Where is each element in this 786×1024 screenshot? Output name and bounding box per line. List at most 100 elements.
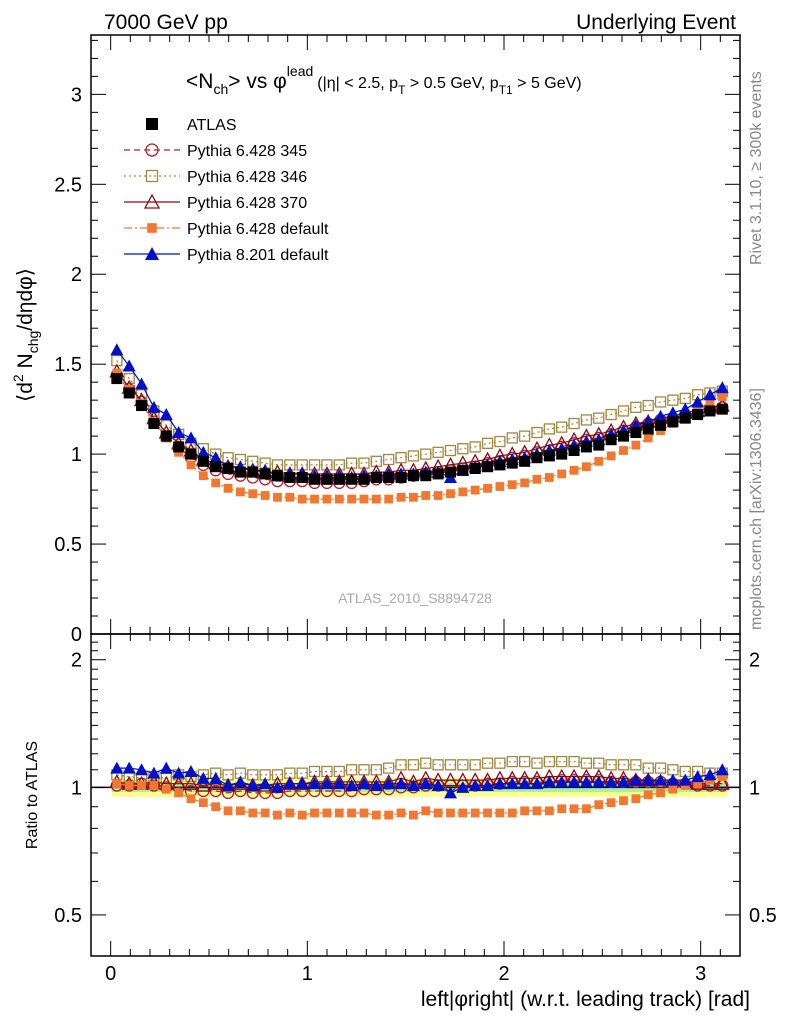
- data-point: [520, 478, 530, 488]
- ratio-data-point: [285, 808, 295, 818]
- data-point: [692, 409, 704, 421]
- ratio-data-point: [569, 804, 579, 814]
- data-point: [222, 463, 234, 475]
- ratio-data-point: [643, 790, 653, 800]
- ratio-data-point: [518, 755, 531, 768]
- ratio-data-point: [186, 794, 196, 804]
- data-point: [260, 491, 270, 500]
- main-title-cond-b: > 0.5 GeV, p: [405, 75, 498, 92]
- legend-marker: [145, 247, 159, 260]
- main-ylabel-sub: chg: [25, 331, 41, 354]
- data-point: [409, 492, 418, 502]
- ratio-data-point: [619, 796, 628, 806]
- data-point: [285, 492, 295, 502]
- ratio-panel: 0.5 0.5 1 1 2 2 0 1 2 3 Ratio to ATLAS left|φrigh…: [24, 633, 777, 1011]
- ratio-data-point: [656, 788, 665, 798]
- data-point: [236, 487, 245, 497]
- ratio-data-point: [556, 755, 568, 768]
- main-ytick-label: 1.5: [54, 354, 82, 376]
- data-point: [569, 465, 579, 475]
- data-point: [296, 472, 308, 484]
- data-point: [159, 408, 173, 421]
- ratio-ytick-label: 1: [71, 777, 82, 799]
- data-point: [384, 494, 394, 504]
- ratio-data-point: [458, 808, 468, 818]
- ratio-data-point: [542, 775, 556, 788]
- ratio-data-point: [209, 771, 223, 784]
- ratio-data-point: [631, 794, 641, 804]
- legend-item-pythia-8-201-default: Pythia 8.201 default: [124, 247, 329, 264]
- data-point: [630, 401, 642, 414]
- data-point: [667, 394, 679, 406]
- data-point: [209, 451, 223, 464]
- ratio-data-point: [470, 808, 480, 818]
- ratio-data-point: [433, 808, 443, 818]
- data-point: [310, 494, 319, 504]
- data-point: [111, 373, 123, 385]
- ratio-data-point: [383, 762, 395, 774]
- ratio-data-point: [147, 766, 161, 779]
- ratio-data-point: [605, 759, 617, 771]
- ratio-data-point: [394, 777, 408, 790]
- ratio-xtick-label: 2: [498, 963, 509, 985]
- ratio-axis-ticks: 0.5 0.5 1 1 2 2 0 1 2 3: [54, 634, 777, 985]
- legend-marker: [146, 118, 158, 130]
- ratio-data-point: [457, 759, 469, 771]
- main-ylabel-b: N: [14, 353, 37, 374]
- data-point: [666, 406, 680, 419]
- series-atlas: [111, 373, 728, 485]
- data-point: [703, 388, 717, 401]
- ratio-series-pythia-8-201-default: [110, 761, 729, 799]
- data-point: [396, 492, 406, 502]
- data-point: [482, 461, 494, 473]
- data-point: [630, 427, 642, 439]
- data-point: [234, 466, 246, 478]
- data-point: [185, 448, 197, 460]
- data-point: [444, 444, 457, 457]
- data-point: [223, 483, 233, 493]
- ratio-data-point: [494, 757, 506, 769]
- ratio-data-point: [310, 808, 319, 818]
- ratio-data-point: [616, 775, 630, 788]
- main-title-sub: ch: [213, 81, 228, 97]
- ratio-data-point: [691, 770, 705, 783]
- ratio-data-point: [506, 755, 518, 768]
- data-point: [136, 400, 148, 412]
- data-point: [679, 412, 691, 424]
- data-point: [715, 381, 729, 394]
- data-point: [619, 446, 628, 455]
- legend-label: Pythia 6.428 370: [187, 195, 307, 212]
- ratio-ytick-label: 0.5: [54, 905, 82, 927]
- data-point: [333, 473, 345, 485]
- ratio-data-point: [283, 777, 297, 790]
- ratio-ytick-label-right: 0.5: [749, 905, 777, 927]
- data-point: [122, 359, 136, 372]
- ratio-data-point: [483, 808, 492, 818]
- ratio-data-point: [161, 784, 171, 794]
- data-point: [198, 471, 208, 481]
- ratio-data-point: [137, 781, 146, 790]
- data-point: [717, 392, 727, 401]
- main-title: <Nch> vs φlead(|η| < 2.5, pT > 0.5 GeV, …: [186, 63, 582, 97]
- data-point: [211, 478, 221, 488]
- data-point: [172, 426, 186, 439]
- legend-marker: [145, 169, 159, 183]
- header-right-label: Underlying Event: [576, 11, 736, 34]
- data-point: [605, 434, 617, 446]
- data-point: [556, 448, 568, 460]
- ratio-data-point: [641, 773, 655, 786]
- ratio-data-point: [421, 806, 431, 816]
- data-point: [518, 430, 531, 442]
- data-point: [543, 450, 555, 462]
- data-point: [197, 455, 209, 467]
- ratio-data-point: [382, 777, 396, 790]
- ratio-data-point: [407, 759, 420, 771]
- ratio-data-point: [271, 769, 284, 781]
- ratio-data-point: [518, 777, 532, 790]
- legend-label: Pythia 6.428 346: [187, 169, 307, 186]
- data-point: [716, 403, 728, 415]
- ratio-data-point: [442, 772, 459, 787]
- ratio-data-point: [592, 775, 606, 788]
- ratio-ylabel: Ratio to ATLAS: [24, 741, 41, 849]
